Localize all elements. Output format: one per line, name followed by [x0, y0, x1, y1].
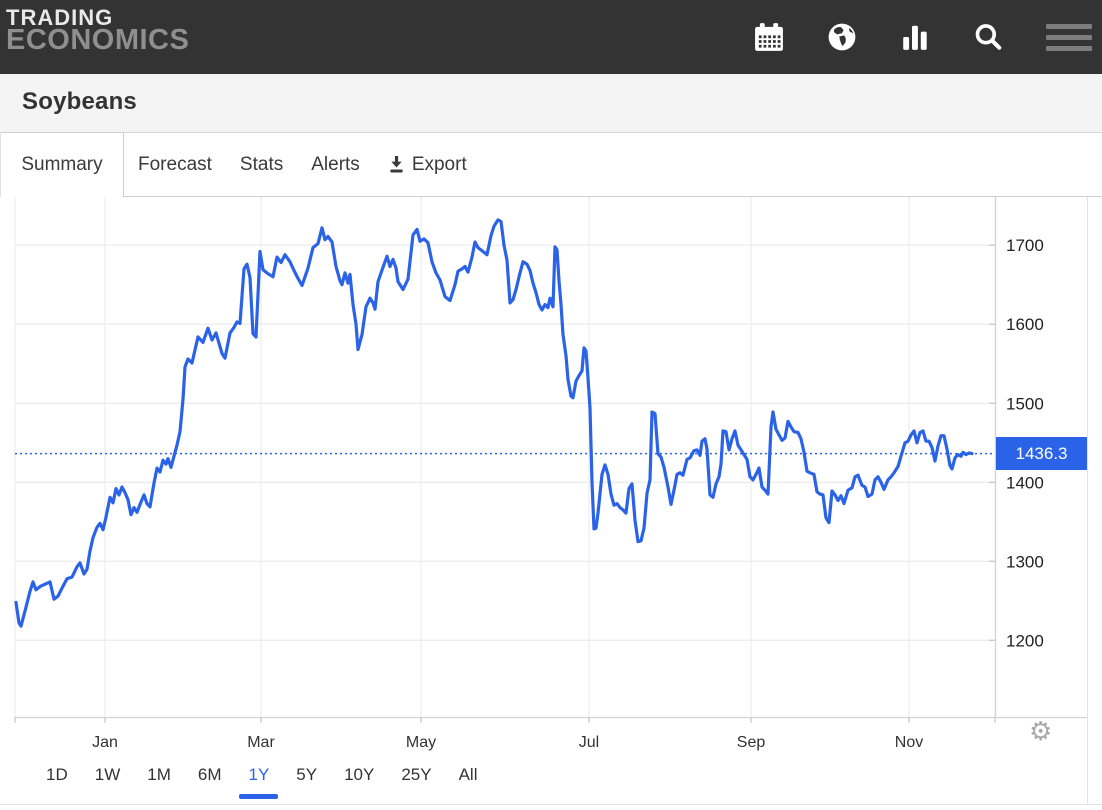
tab-forecast[interactable]: Forecast: [124, 154, 226, 176]
y-axis-label: 1200: [1006, 631, 1044, 650]
range-button-1w[interactable]: 1W: [94, 765, 121, 784]
y-axis-label: 1400: [1006, 473, 1044, 492]
tab-alerts[interactable]: Alerts: [297, 154, 374, 176]
logo-line-1: TRADING: [6, 5, 114, 30]
logo-line-2: ECONOMICS: [6, 24, 190, 56]
tab-label: Alerts: [311, 153, 360, 175]
tab-label: Forecast: [138, 153, 212, 175]
series-line-soybeans: [14, 218, 974, 628]
widget-right-border: [1087, 197, 1088, 805]
x-axis-label: Jul: [579, 734, 599, 751]
x-axis-label: May: [406, 734, 436, 751]
widget-bottom-border: [0, 804, 1102, 805]
download-icon: [390, 156, 403, 173]
tab-label: Export: [411, 153, 467, 175]
y-axis-label: 1300: [1006, 552, 1044, 571]
tab-stats[interactable]: Stats: [226, 154, 297, 176]
title-bar: Soybeans: [0, 74, 1102, 132]
current-price-value: 1436.3: [1015, 443, 1068, 463]
tab-summary[interactable]: Summary: [0, 132, 124, 197]
top-navigation-bar: TRADING ECONOMICS: [0, 0, 1102, 74]
y-axis-label: 1500: [1006, 394, 1044, 413]
x-axis-label: Mar: [247, 734, 275, 751]
tab-bar-top-border: [0, 132, 1102, 133]
globe-icon[interactable]: [827, 22, 857, 52]
range-button-6m[interactable]: 6M: [197, 765, 222, 784]
page-title: Soybeans: [22, 88, 137, 115]
tab-row: Forecast Stats Alerts Export: [124, 133, 481, 196]
calendar-icon[interactable]: [754, 22, 784, 52]
x-axis-label: Sep: [737, 734, 766, 751]
x-axis-label: Jan: [92, 734, 118, 751]
bar-chart-icon[interactable]: [900, 22, 930, 52]
range-selector: 1D 1W 1M 6M 1Y 5Y 10Y 25Y All: [44, 763, 479, 799]
range-button-1y[interactable]: 1Y: [239, 763, 279, 799]
search-icon[interactable]: [973, 22, 1003, 52]
tab-export[interactable]: Export: [374, 154, 481, 176]
range-button-all[interactable]: All: [458, 765, 478, 784]
tab-label: Summary: [21, 154, 103, 175]
range-button-10y[interactable]: 10Y: [344, 765, 375, 784]
tab-bar-bottom-border: [0, 196, 1102, 197]
y-axis-label: 1700: [1006, 236, 1044, 255]
trading-economics-logo[interactable]: TRADING ECONOMICS: [6, 5, 190, 56]
settings-gear-icon[interactable]: ⚙: [1029, 717, 1053, 747]
range-button-25y[interactable]: 25Y: [401, 765, 432, 784]
menu-icon[interactable]: [1046, 23, 1092, 51]
tab-bar: Forecast Stats Alerts Export Summary: [0, 132, 1102, 197]
top-icon-group: [754, 0, 1092, 74]
range-button-1m[interactable]: 1M: [147, 765, 171, 784]
tab-label: Stats: [239, 153, 284, 175]
range-button-5y[interactable]: 5Y: [296, 765, 318, 784]
y-axis-label: 1600: [1006, 315, 1044, 334]
price-chart[interactable]: 1200 1300 1400 1500 1600 1700 Jan Mar May Jul Sep N…: [0, 197, 1102, 757]
x-axis-label: Nov: [895, 734, 923, 751]
range-button-1d[interactable]: 1D: [46, 765, 68, 784]
current-price-badge: 1436.3: [996, 437, 1087, 470]
